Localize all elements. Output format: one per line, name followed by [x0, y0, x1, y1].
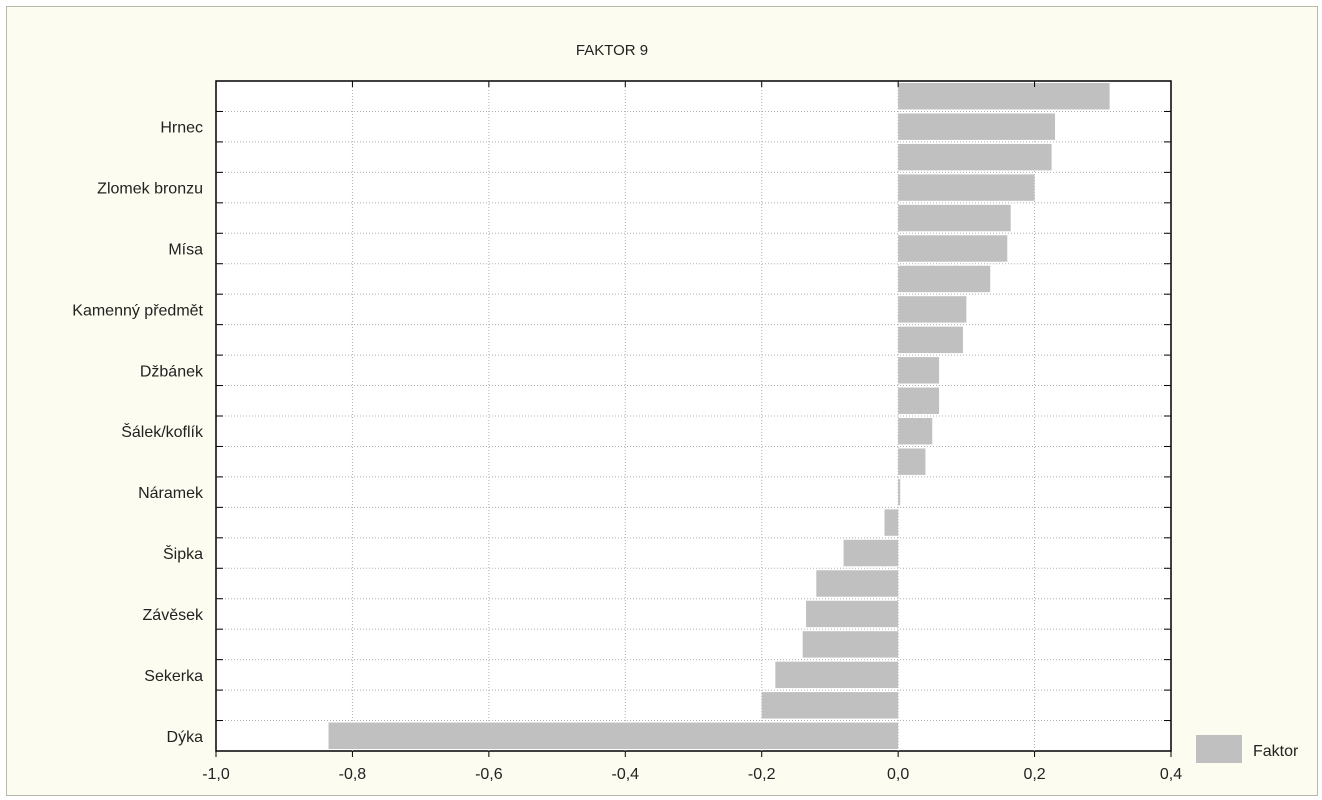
axis-ticks: [215, 81, 1172, 757]
bar: [898, 326, 963, 354]
category-label: Šipka: [163, 544, 203, 563]
bar: [884, 509, 899, 536]
bar: [761, 692, 899, 719]
bar: [898, 296, 967, 323]
bar: [898, 204, 1011, 232]
category-label: Závěsek: [143, 607, 204, 624]
bar: [816, 570, 899, 597]
legend-label: Faktor: [1253, 743, 1299, 760]
category-label: Zlomek bronzu: [97, 181, 203, 198]
bar: [843, 539, 899, 567]
chart-frame: FAKTOR 9 Hrnec Zlomek bronzu Mísa Kamenný p…: [6, 6, 1318, 796]
x-tick-labels: -1,0 -0,8 -0,6 -0,4 -0,2 0,0 0,2 0,4: [202, 766, 1182, 783]
bar: [898, 174, 1035, 201]
bar: [898, 143, 1052, 171]
bars: [328, 83, 1110, 749]
category-label: Sekerka: [144, 668, 203, 685]
grid-lines: [216, 81, 1171, 751]
category-label: Náramek: [138, 485, 204, 502]
category-label: Dýka: [167, 729, 204, 746]
bar: [898, 235, 1008, 262]
bar: [898, 418, 933, 445]
x-tick-label: -0,8: [339, 766, 367, 783]
bar: [898, 387, 940, 414]
chart-canvas: FAKTOR 9 Hrnec Zlomek bronzu Mísa Kamenný p…: [72, 42, 1299, 783]
bar: [775, 661, 899, 689]
category-label: Hrnec: [160, 120, 203, 137]
bar: [898, 357, 940, 384]
bar: [328, 722, 899, 749]
category-label: Mísa: [168, 242, 203, 259]
chart-title: FAKTOR 9: [576, 42, 648, 59]
bar: [802, 631, 899, 658]
category-label: Džbánek: [140, 363, 204, 380]
legend-swatch: [1196, 735, 1242, 763]
x-tick-label: -0,6: [475, 766, 503, 783]
x-tick-label: -1,0: [202, 766, 230, 783]
x-tick-label: 0,0: [887, 766, 909, 783]
bar: [898, 83, 1110, 110]
legend: Faktor: [1196, 735, 1299, 763]
category-labels: Hrnec Zlomek bronzu Mísa Kamenný předmět Džb…: [72, 120, 204, 746]
x-tick-label: 0,4: [1160, 766, 1182, 783]
category-label: Šálek/koflík: [121, 422, 204, 441]
category-label: Kamenný předmět: [72, 302, 203, 319]
bar: [898, 113, 1056, 140]
bar: [898, 448, 926, 475]
x-tick-label: -0,2: [748, 766, 776, 783]
x-tick-label: -0,4: [611, 766, 639, 783]
x-tick-label: 0,2: [1023, 766, 1045, 783]
bar: [806, 600, 899, 628]
bar: [898, 478, 901, 506]
bar: [898, 265, 991, 293]
